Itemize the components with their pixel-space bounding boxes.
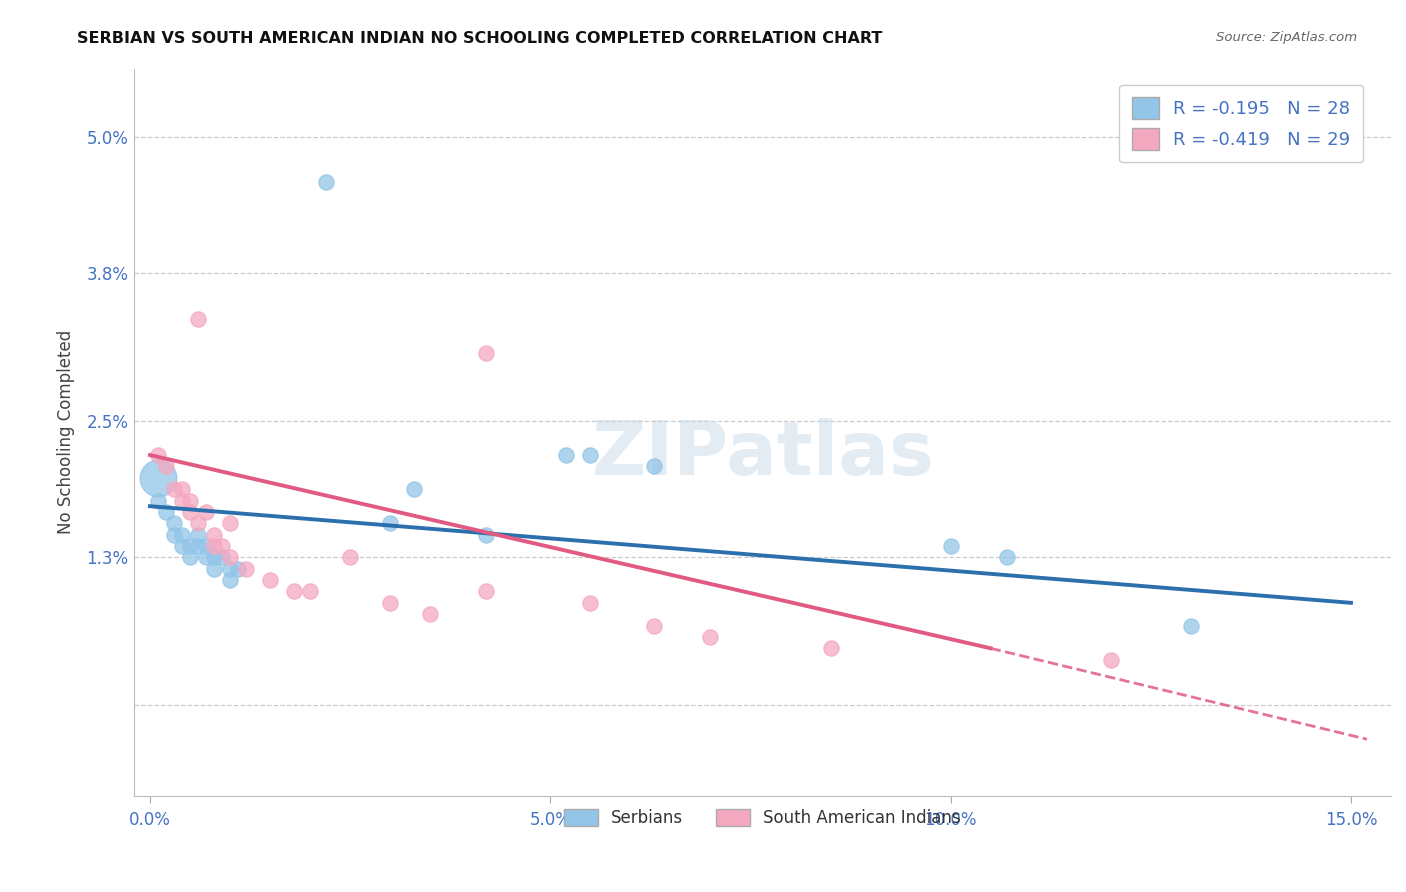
Point bbox=[163, 516, 186, 531]
Point bbox=[146, 448, 169, 462]
Point bbox=[579, 448, 602, 462]
Point bbox=[195, 550, 218, 565]
Point bbox=[187, 539, 209, 553]
Point bbox=[475, 584, 498, 599]
Point bbox=[579, 596, 602, 610]
Point bbox=[179, 539, 201, 553]
Point bbox=[170, 527, 193, 541]
Point bbox=[170, 539, 193, 553]
Point bbox=[380, 596, 402, 610]
Point bbox=[283, 584, 305, 599]
Point bbox=[219, 562, 242, 576]
Point bbox=[146, 471, 169, 485]
Point bbox=[195, 505, 218, 519]
Point bbox=[163, 527, 186, 541]
Point bbox=[820, 641, 842, 656]
Point bbox=[643, 459, 665, 474]
Point bbox=[195, 539, 218, 553]
Point bbox=[995, 550, 1018, 565]
Point bbox=[226, 562, 249, 576]
Point bbox=[155, 505, 177, 519]
Point bbox=[146, 493, 169, 508]
Text: Source: ZipAtlas.com: Source: ZipAtlas.com bbox=[1216, 31, 1357, 45]
Point bbox=[1099, 653, 1122, 667]
Point bbox=[187, 527, 209, 541]
Point bbox=[475, 527, 498, 541]
Point bbox=[699, 630, 721, 644]
Point bbox=[211, 550, 233, 565]
Point bbox=[187, 516, 209, 531]
Point bbox=[170, 482, 193, 496]
Point bbox=[475, 345, 498, 359]
Point bbox=[259, 573, 281, 587]
Legend: Serbians, South American Indians: Serbians, South American Indians bbox=[555, 800, 969, 835]
Point bbox=[202, 527, 225, 541]
Point bbox=[380, 516, 402, 531]
Point bbox=[170, 493, 193, 508]
Point bbox=[219, 516, 242, 531]
Point bbox=[235, 562, 257, 576]
Point bbox=[1180, 618, 1202, 632]
Text: ZIPatlas: ZIPatlas bbox=[591, 417, 934, 491]
Point bbox=[155, 459, 177, 474]
Point bbox=[179, 550, 201, 565]
Point bbox=[939, 539, 962, 553]
Point bbox=[179, 505, 201, 519]
Point bbox=[202, 550, 225, 565]
Point bbox=[419, 607, 441, 622]
Y-axis label: No Schooling Completed: No Schooling Completed bbox=[58, 330, 75, 534]
Point bbox=[339, 550, 361, 565]
Point bbox=[163, 482, 186, 496]
Point bbox=[555, 448, 578, 462]
Point bbox=[179, 493, 201, 508]
Point bbox=[187, 311, 209, 326]
Point bbox=[643, 618, 665, 632]
Point bbox=[202, 562, 225, 576]
Point bbox=[404, 482, 426, 496]
Text: SERBIAN VS SOUTH AMERICAN INDIAN NO SCHOOLING COMPLETED CORRELATION CHART: SERBIAN VS SOUTH AMERICAN INDIAN NO SCHO… bbox=[77, 31, 883, 46]
Point bbox=[211, 539, 233, 553]
Point bbox=[219, 573, 242, 587]
Point bbox=[202, 539, 225, 553]
Point bbox=[219, 550, 242, 565]
Point bbox=[299, 584, 322, 599]
Point bbox=[315, 175, 337, 189]
